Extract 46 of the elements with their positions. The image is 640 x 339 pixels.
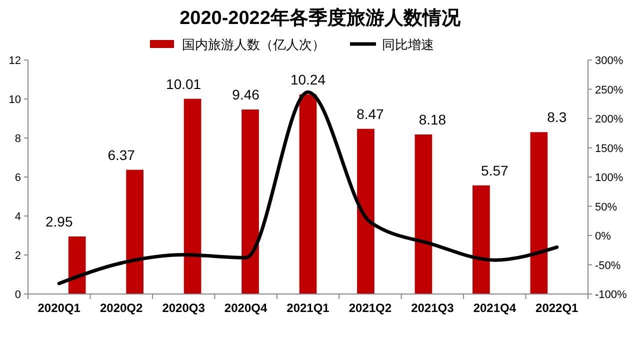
bar [472, 185, 490, 294]
bar [126, 170, 144, 294]
y2-tick-label: -100% [595, 289, 628, 301]
y-tick-label: 0 [14, 289, 21, 301]
x-tick-label: 2021Q1 [286, 301, 330, 315]
y-tick-label: 4 [14, 211, 21, 223]
x-tick-label: 2021Q3 [411, 301, 454, 315]
y-tick-label: 2 [14, 250, 21, 262]
data-label: 2.95 [45, 213, 73, 230]
data-label: 6.37 [108, 146, 136, 163]
y2-tick-label: 0% [595, 230, 612, 242]
y-tick-label: 12 [8, 55, 21, 67]
x-tick-label: 2020Q2 [100, 301, 144, 315]
x-tick-label: 2022Q1 [536, 301, 579, 315]
y2-tick-label: 250% [595, 84, 624, 96]
data-label: 10.24 [290, 71, 326, 88]
bar [530, 132, 548, 294]
x-tick-label: 2021Q2 [348, 301, 392, 315]
bar [357, 128, 374, 294]
data-label: 5.57 [481, 162, 509, 178]
y2-tick-label: 150% [595, 142, 624, 155]
x-tick-label: 2021Q4 [473, 301, 516, 315]
y2-tick-label: 100% [595, 172, 624, 184]
legend-label: 国内旅游人数（亿人次） [182, 37, 325, 52]
chart-title: 2020-2022年各季度旅游人数情况 [180, 7, 462, 29]
data-label: 8.18 [418, 111, 446, 128]
x-tick-label: 2020Q3 [162, 301, 206, 315]
y2-tick-label: 200% [595, 114, 624, 126]
data-label: 8.3 [547, 109, 567, 126]
y2-tick-label: 50% [595, 201, 618, 214]
y2-tick-label: 300% [595, 55, 624, 67]
legend-label: 同比增速 [382, 37, 434, 52]
bar [184, 98, 202, 294]
bar [68, 236, 86, 294]
y2-tick-label: -50% [595, 260, 621, 272]
data-label: 8.47 [356, 106, 384, 122]
data-label: 10.01 [166, 76, 202, 92]
x-tick-label: 2020Q4 [224, 301, 268, 315]
data-label: 9.46 [232, 86, 260, 103]
y-tick-label: 6 [14, 172, 21, 184]
bar [414, 134, 432, 294]
y-tick-label: 10 [8, 94, 21, 106]
x-tick-label: 2020Q1 [38, 301, 81, 315]
y-tick-label: 8 [14, 133, 21, 145]
bar [299, 94, 317, 294]
bar [242, 110, 259, 294]
